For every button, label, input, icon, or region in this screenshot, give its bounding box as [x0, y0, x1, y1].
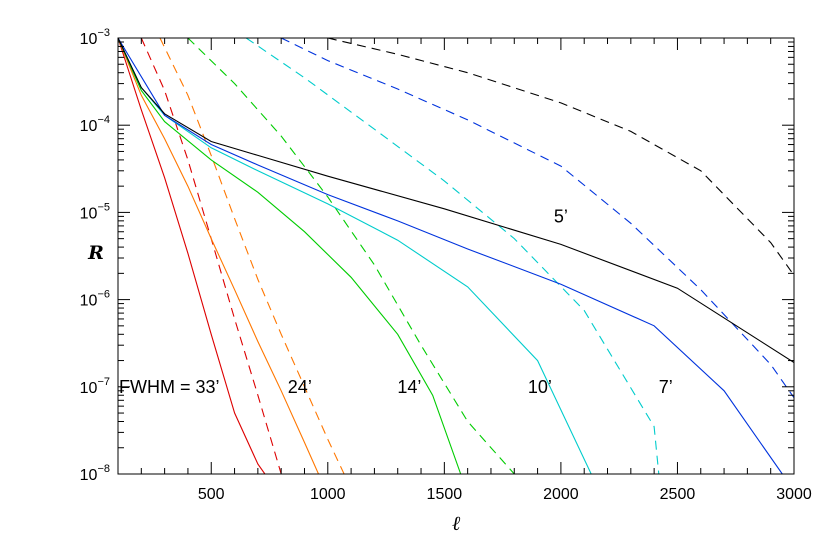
x-tick-label: 2000: [543, 486, 579, 503]
curves-layer: [118, 38, 794, 474]
curve-label-3: 10’: [528, 377, 552, 397]
y-tick-label: 10−5: [80, 201, 110, 222]
curve-label-1: 24’: [288, 377, 312, 397]
series-line-7: [245, 38, 660, 474]
y-tick-label: 10−7: [80, 376, 110, 397]
x-tick-label: 1000: [310, 486, 346, 503]
x-tick-label: 500: [198, 486, 225, 503]
series-line-5: [187, 38, 515, 474]
series-line-11: [327, 38, 794, 276]
y-tick-label: 10−3: [80, 27, 110, 48]
series-line-2: [118, 38, 320, 474]
curve-label-2: 14’: [397, 377, 421, 397]
x-tick-label: 1500: [427, 486, 463, 503]
x-tick-label: 2500: [660, 486, 696, 503]
series-line-0: [118, 38, 266, 474]
curve-label-0: FWHM = 33’: [119, 377, 220, 397]
series-line-4: [118, 38, 462, 474]
annotations-layer: FWHM = 33’ 24’ 14’ 10’ 7’ 5’: [119, 206, 673, 396]
y-tick-label: 10−8: [80, 463, 110, 484]
axes-layer: 500 1000 1500 2000 2500 3000 10−3 10−4 10−5 10−6 1…: [80, 27, 812, 503]
curve-label-5: 5’: [554, 206, 568, 226]
series-line-8: [118, 38, 783, 474]
x-tick-label: 3000: [776, 486, 812, 503]
y-tick-label: 10−4: [80, 114, 110, 135]
series-line-3: [159, 38, 345, 474]
curve-label-4: 7’: [659, 377, 673, 397]
series-line-10: [118, 38, 794, 363]
series-line-1: [140, 38, 282, 474]
series-line-9: [280, 38, 794, 399]
y-axis-label: R: [87, 242, 104, 264]
x-axis-label: ℓ: [452, 511, 461, 535]
plot-frame: [117, 37, 795, 475]
y-tick-label: 10−6: [80, 289, 110, 310]
